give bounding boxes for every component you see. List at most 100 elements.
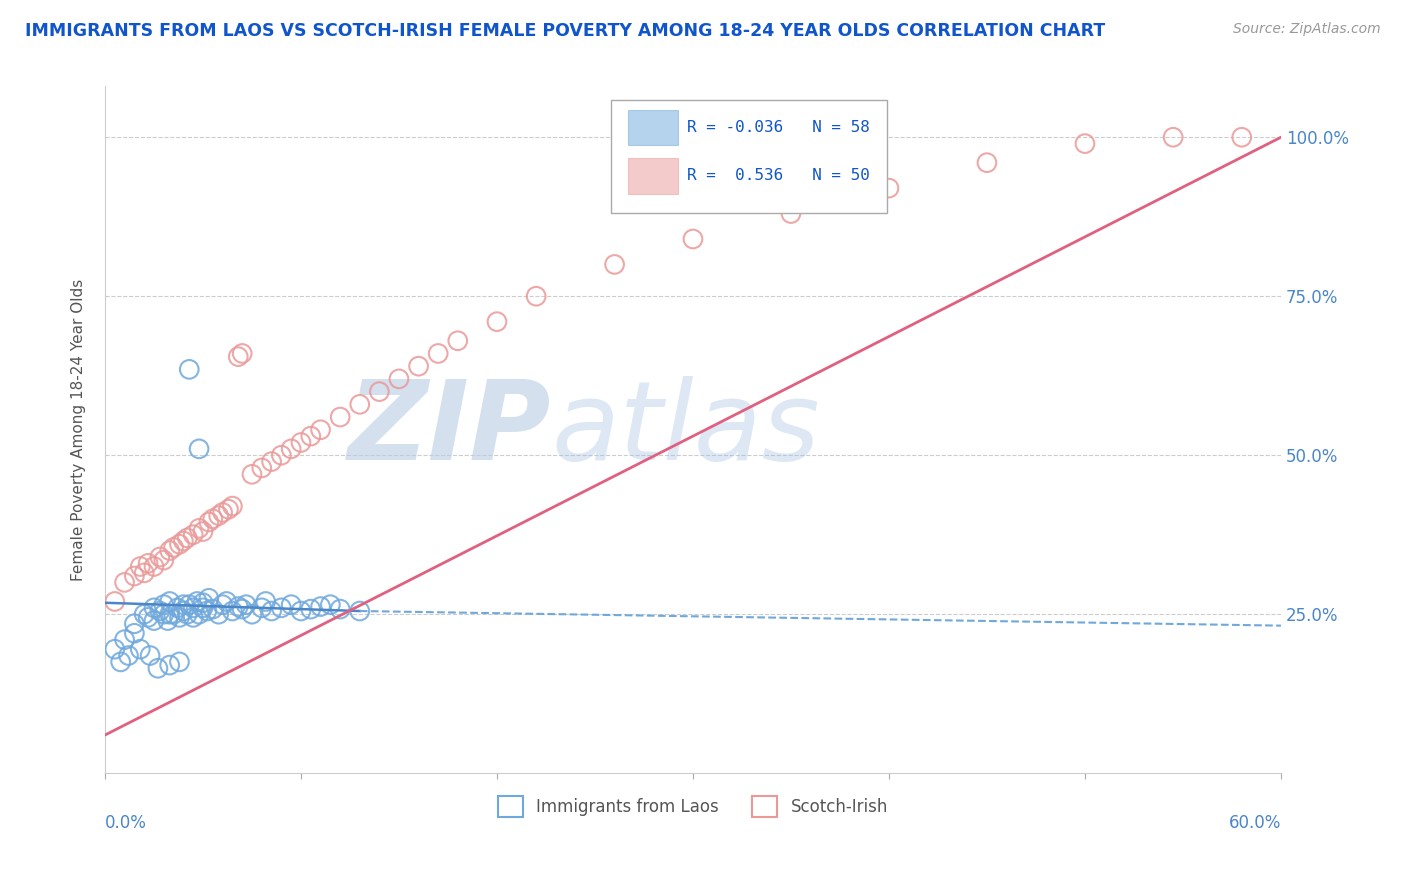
Point <box>188 442 211 456</box>
Point <box>124 616 146 631</box>
Point <box>485 315 508 329</box>
Point <box>1161 130 1184 145</box>
Point <box>201 512 224 526</box>
Point <box>603 257 626 271</box>
Point <box>231 602 253 616</box>
Point <box>169 610 191 624</box>
Point <box>254 594 277 608</box>
Point <box>211 598 233 612</box>
Point <box>221 499 243 513</box>
Point <box>208 508 231 523</box>
Point <box>215 594 238 608</box>
Point <box>139 648 162 663</box>
Point <box>329 602 352 616</box>
Point <box>270 600 292 615</box>
Point <box>226 350 249 364</box>
Text: Source: ZipAtlas.com: Source: ZipAtlas.com <box>1233 22 1381 37</box>
Point <box>169 537 191 551</box>
Point <box>181 527 204 541</box>
Point <box>188 607 211 622</box>
Point <box>447 334 470 348</box>
Text: 60.0%: 60.0% <box>1229 814 1281 832</box>
Point <box>349 397 371 411</box>
Point <box>270 448 292 462</box>
Point <box>176 607 198 622</box>
Point <box>159 594 181 608</box>
Point <box>179 362 201 376</box>
Point <box>152 553 174 567</box>
Point <box>104 642 127 657</box>
Point <box>181 610 204 624</box>
Point <box>309 599 332 614</box>
FancyBboxPatch shape <box>610 100 887 213</box>
Point <box>179 598 201 612</box>
Point <box>166 600 188 615</box>
Point <box>191 600 214 615</box>
Point <box>231 346 253 360</box>
Y-axis label: Female Poverty Among 18-24 Year Olds: Female Poverty Among 18-24 Year Olds <box>72 278 86 581</box>
Point <box>682 232 704 246</box>
Point <box>299 602 322 616</box>
Point <box>134 566 156 580</box>
Point <box>198 591 221 606</box>
Point <box>152 607 174 622</box>
Point <box>319 598 342 612</box>
Point <box>280 598 302 612</box>
Point <box>427 346 450 360</box>
Point <box>408 359 430 374</box>
Point <box>152 598 174 612</box>
Point <box>188 521 211 535</box>
Point <box>143 614 166 628</box>
Point <box>124 626 146 640</box>
Point <box>240 467 263 482</box>
Text: R = -0.036   N = 58: R = -0.036 N = 58 <box>688 120 870 135</box>
Point <box>156 614 179 628</box>
Point <box>217 502 239 516</box>
Point <box>172 598 194 612</box>
Point <box>290 604 312 618</box>
Point <box>309 423 332 437</box>
Point <box>149 549 172 564</box>
Point <box>124 569 146 583</box>
FancyBboxPatch shape <box>628 158 678 194</box>
Point <box>104 594 127 608</box>
Point <box>191 524 214 539</box>
Point <box>976 155 998 169</box>
Point <box>143 559 166 574</box>
Point <box>290 435 312 450</box>
Point <box>176 531 198 545</box>
Point <box>524 289 547 303</box>
Point <box>114 632 136 647</box>
Point <box>143 600 166 615</box>
Point <box>329 410 352 425</box>
Point <box>181 600 204 615</box>
Point <box>162 607 184 622</box>
Text: ZIP: ZIP <box>349 376 553 483</box>
Point <box>235 598 257 612</box>
Point <box>226 599 249 614</box>
Point <box>260 454 283 468</box>
Point <box>388 372 411 386</box>
Point <box>1074 136 1097 151</box>
Point <box>136 610 159 624</box>
Point <box>211 505 233 519</box>
Point <box>349 604 371 618</box>
Point <box>159 658 181 673</box>
Point <box>149 604 172 618</box>
Legend: Immigrants from Laos, Scotch-Irish: Immigrants from Laos, Scotch-Irish <box>491 789 894 823</box>
Point <box>162 541 184 555</box>
Point <box>221 604 243 618</box>
Point <box>368 384 391 399</box>
FancyBboxPatch shape <box>628 110 678 145</box>
Point <box>172 604 194 618</box>
Text: atlas: atlas <box>553 376 821 483</box>
Point <box>250 600 273 615</box>
Point <box>191 596 214 610</box>
Text: IMMIGRANTS FROM LAOS VS SCOTCH-IRISH FEMALE POVERTY AMONG 18-24 YEAR OLDS CORREL: IMMIGRANTS FROM LAOS VS SCOTCH-IRISH FEM… <box>25 22 1105 40</box>
Point <box>195 604 218 618</box>
Text: R =  0.536   N = 50: R = 0.536 N = 50 <box>688 169 870 183</box>
Point <box>208 607 231 622</box>
Point <box>250 461 273 475</box>
Point <box>159 543 181 558</box>
Point <box>299 429 322 443</box>
